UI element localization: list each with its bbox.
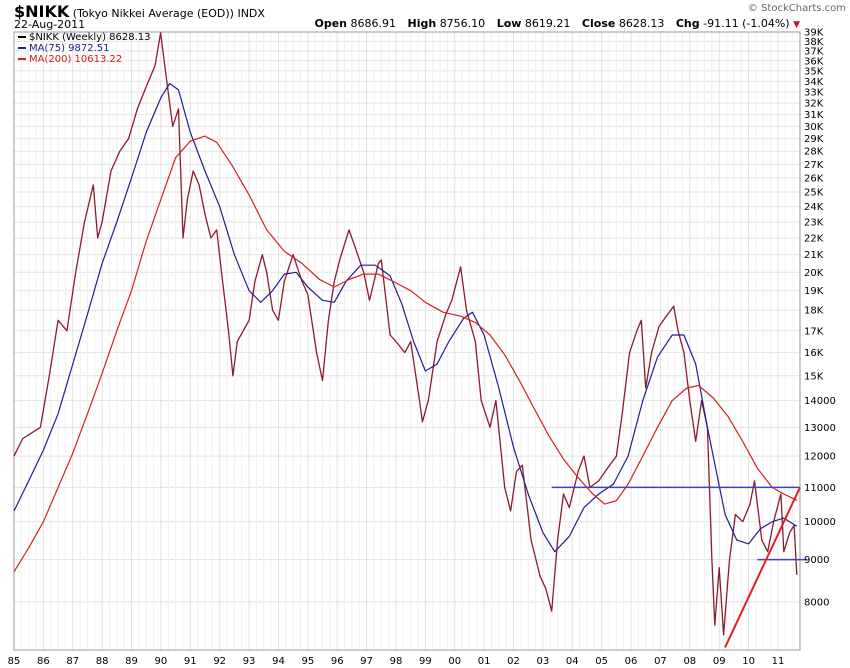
x-tick-label: 00 xyxy=(448,656,461,667)
x-tick-label: 02 xyxy=(507,656,520,667)
x-tick-label: 01 xyxy=(478,656,491,667)
close-value: 8628.13 xyxy=(619,17,665,30)
y-tick-label: 16K xyxy=(804,348,824,359)
y-axis-ticks: 39K38K37K36K35K34K33K32K31K30K29K28K27K2… xyxy=(804,28,836,609)
y-tick-label: 20K xyxy=(804,268,824,279)
open-label: Open xyxy=(314,17,347,30)
y-tick-label: 13000 xyxy=(804,423,836,434)
low-value: 8619.21 xyxy=(525,17,571,30)
y-tick-label: 34K xyxy=(804,77,824,88)
x-tick-label: 96 xyxy=(331,656,344,667)
x-tick-label: 85 xyxy=(8,656,21,667)
high-value: 8756.10 xyxy=(440,17,486,30)
x-tick-label: 93 xyxy=(243,656,256,667)
chg-label: Chg xyxy=(676,17,700,30)
open-value: 8686.91 xyxy=(351,17,397,30)
y-tick-label: 22K xyxy=(804,233,824,244)
x-tick-label: 98 xyxy=(390,656,403,667)
exchange-label: INDX xyxy=(237,7,264,20)
x-tick-label: 07 xyxy=(654,656,667,667)
y-tick-label: 25K xyxy=(804,187,824,198)
x-tick-label: 89 xyxy=(125,656,138,667)
y-tick-label: 15K xyxy=(804,371,824,382)
y-tick-label: 11000 xyxy=(804,483,836,494)
y-tick-label: 23K xyxy=(804,217,824,228)
y-tick-label: 33K xyxy=(804,88,824,99)
y-tick-label: 18K xyxy=(804,306,824,317)
y-tick-label: 27K xyxy=(804,160,824,171)
ohlc-readout: Open 8686.91 High 8756.10 Low 8619.21 Cl… xyxy=(314,17,800,30)
x-tick-label: 91 xyxy=(184,656,197,667)
y-tick-label: 17K xyxy=(804,326,824,337)
x-tick-label: 05 xyxy=(595,656,608,667)
low-label: Low xyxy=(497,17,522,30)
y-tick-label: 35K xyxy=(804,66,824,77)
y-tick-label: 29K xyxy=(804,134,824,145)
down-arrow-icon: ▼ xyxy=(793,20,800,30)
x-tick-label: 99 xyxy=(419,656,432,667)
x-tick-label: 03 xyxy=(537,656,550,667)
close-label: Close xyxy=(582,17,615,30)
chart-gridlines xyxy=(14,32,800,650)
symbol-description: (Tokyo Nikkei Average (EOD)) xyxy=(73,7,234,20)
x-tick-label: 08 xyxy=(683,656,696,667)
y-tick-label: 12000 xyxy=(804,452,836,463)
legend-entry: $NIKK (Weekly) 8628.13 xyxy=(29,32,151,43)
rising-trend-line xyxy=(725,487,800,647)
chg-value: -91.11 (-1.04%) xyxy=(703,17,789,30)
chart-annotations xyxy=(552,487,807,647)
x-tick-label: 87 xyxy=(66,656,79,667)
x-tick-label: 92 xyxy=(213,656,226,667)
y-tick-label: 14000 xyxy=(804,396,836,407)
y-tick-label: 31K xyxy=(804,110,824,121)
x-tick-label: 10 xyxy=(742,656,755,667)
legend-entry: MA(200) 10613.22 xyxy=(29,54,122,65)
y-tick-label: 24K xyxy=(804,202,824,213)
x-tick-label: 88 xyxy=(96,656,109,667)
y-tick-label: 30K xyxy=(804,122,824,133)
x-tick-label: 97 xyxy=(360,656,373,667)
x-tick-label: 06 xyxy=(625,656,638,667)
x-tick-label: 90 xyxy=(155,656,168,667)
y-tick-label: 26K xyxy=(804,173,824,184)
x-tick-label: 04 xyxy=(566,656,579,667)
y-tick-label: 32K xyxy=(804,99,824,110)
y-tick-label: 9000 xyxy=(804,555,829,566)
y-tick-label: 10000 xyxy=(804,517,836,528)
chart-date: 22-Aug-2011 xyxy=(14,18,85,31)
y-tick-label: 19K xyxy=(804,286,824,297)
brand-watermark: © StockCharts.com xyxy=(748,3,846,14)
legend-entry: MA(75) 9872.51 xyxy=(29,43,110,54)
nikkei-chart: 39K38K37K36K35K34K33K32K31K30K29K28K27K2… xyxy=(0,0,850,668)
y-tick-label: 28K xyxy=(804,147,824,158)
high-label: High xyxy=(408,17,437,30)
x-tick-label: 09 xyxy=(713,656,726,667)
x-axis-ticks: 85 86 87 88 89 90 91 92 93 94 95 96 97 98 99 00 01 02 03 04… xyxy=(8,656,785,667)
x-tick-label: 11 xyxy=(772,656,785,667)
y-tick-label: 8000 xyxy=(804,597,829,608)
x-tick-label: 86 xyxy=(37,656,50,667)
y-tick-label: 21K xyxy=(804,250,824,261)
x-tick-label: 94 xyxy=(272,656,285,667)
x-tick-label: 95 xyxy=(301,656,314,667)
